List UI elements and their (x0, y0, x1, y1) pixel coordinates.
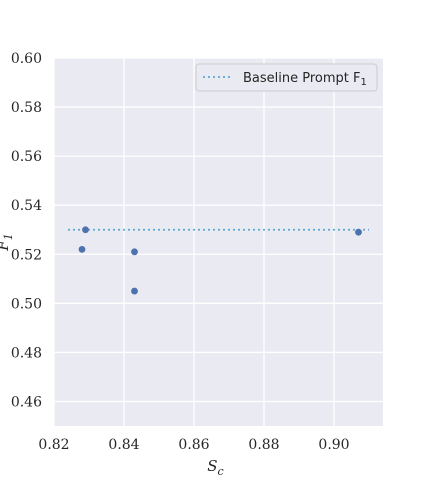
y-tick-label-4: 0.54 (11, 198, 42, 214)
x-tick-labels: 0.82 0.84 0.86 0.88 0.90 (38, 437, 349, 453)
y-tick-label-1: 0.48 (11, 345, 42, 361)
y-axis-label: F1 (0, 233, 15, 251)
data-point-0-4 (355, 228, 362, 236)
legend-label-main: Baseline Prompt F (243, 71, 361, 86)
x-tick-label-2: 0.86 (178, 437, 209, 453)
y-tick-labels: 0.46 0.48 0.50 0.52 0.54 0.56 0.58 0.60 (11, 51, 42, 410)
legend: Baseline Prompt F1 (195, 63, 378, 92)
plot-background (54, 58, 383, 426)
legend-label-sub: 1 (361, 77, 367, 88)
y-tick-label-7: 0.60 (11, 51, 42, 67)
y-tick-label-2: 0.50 (11, 296, 42, 312)
y-axis-label-main: F (0, 240, 12, 252)
data-points (78, 226, 362, 295)
y-tick-label-3: 0.52 (11, 247, 42, 263)
x-tick-label-3: 0.88 (248, 437, 279, 453)
x-tick-label-1: 0.84 (108, 437, 139, 453)
data-point-0-2 (131, 248, 138, 256)
legend-box (195, 63, 378, 92)
y-tick-label-5: 0.56 (11, 149, 42, 165)
x-axis-label-sub: c (218, 465, 224, 478)
x-axis-label: Sc (207, 457, 223, 478)
y-axis-label-sub: 1 (2, 233, 15, 240)
x-tick-label-4: 0.90 (318, 437, 349, 453)
data-point-0-0 (78, 245, 86, 253)
x-axis-label-main: S (207, 457, 217, 475)
data-point-0-3 (131, 287, 138, 295)
y-tick-label-0: 0.46 (11, 394, 42, 410)
x-tick-label-0: 0.82 (38, 437, 69, 453)
data-point-0-1 (82, 226, 89, 234)
legend-label: Baseline Prompt F1 (243, 71, 367, 88)
grid (53, 57, 383, 426)
y-tick-label-6: 0.58 (11, 100, 42, 116)
